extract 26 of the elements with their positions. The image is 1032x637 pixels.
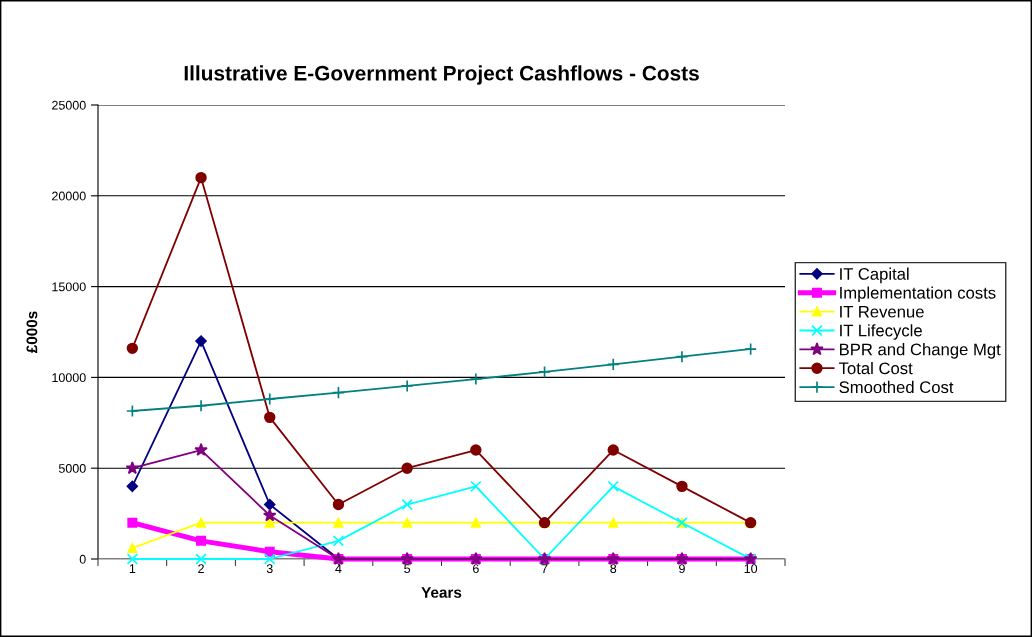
x-tick-label: 1	[129, 564, 136, 573]
legend-label: BPR and Change Mgt	[840, 343, 1001, 359]
y-tick-label: 20000	[52, 191, 86, 201]
y-axis-title: £000s	[26, 311, 38, 354]
x-tick-label: 3	[266, 564, 273, 574]
legend-label: Total Cost	[839, 361, 913, 375]
x-tick-label: 4	[335, 564, 342, 573]
y-tick-label: 25000	[52, 100, 86, 110]
y-tick-label: 0	[79, 554, 86, 564]
x-tick-label: 8	[610, 564, 617, 574]
chart-title: Illustrative E-Government Project Cashflows - Costs	[184, 65, 699, 85]
x-tick-label: 2	[198, 564, 204, 573]
x-tick-label: 5	[404, 564, 411, 574]
y-tick-label: 15000	[52, 282, 86, 292]
legend-label: IT Lifecycle	[840, 324, 922, 340]
x-axis-title: Years	[421, 587, 462, 598]
legend-label: Smoothed Cost	[839, 380, 954, 394]
legend-label: Implementation costs	[840, 286, 996, 303]
x-tick-label: 9	[679, 564, 685, 574]
legend-label: IT Capital	[840, 267, 909, 284]
x-tick-label: 6	[473, 564, 479, 574]
x-tick-label: 10	[744, 564, 758, 574]
y-tick-label: 10000	[52, 373, 86, 383]
x-tick-label: 7	[541, 564, 548, 573]
y-tick-label: 5000	[58, 464, 86, 473]
legend-label: IT Revenue	[840, 305, 924, 318]
